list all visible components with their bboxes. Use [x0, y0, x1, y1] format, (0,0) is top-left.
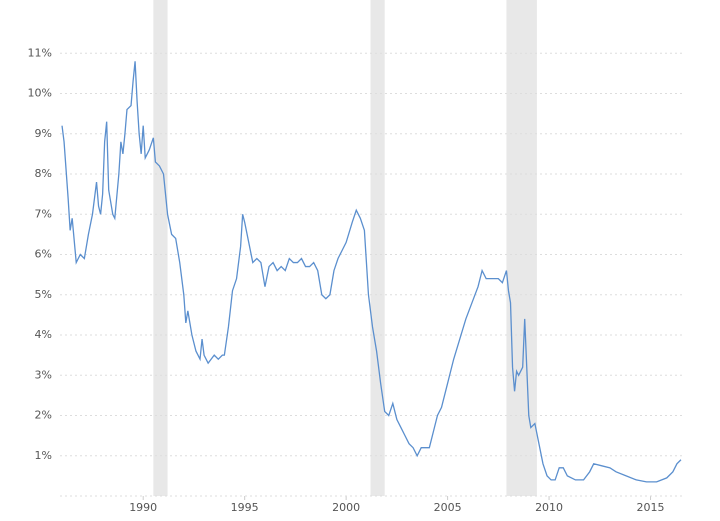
y-tick-label: 7% [35, 207, 52, 220]
x-tick-label: 2015 [637, 501, 665, 514]
x-tick-label: 1995 [231, 501, 259, 514]
y-tick-label: 9% [35, 127, 52, 140]
y-tick-label: 1% [35, 449, 52, 462]
y-tick-label: 6% [35, 248, 52, 261]
x-tick-label: 2005 [434, 501, 462, 514]
y-tick-label: 5% [35, 288, 52, 301]
x-tick-label: 1990 [129, 501, 157, 514]
y-tick-label: 4% [35, 328, 52, 341]
recession-band [370, 0, 385, 496]
y-tick-label: 8% [35, 167, 52, 180]
recession-band [506, 0, 537, 496]
x-tick-label: 2010 [535, 501, 563, 514]
y-tick-label: 10% [28, 87, 52, 100]
rate-line [61, 61, 682, 483]
recession-band [153, 0, 168, 496]
y-tick-label: 11% [28, 46, 52, 59]
x-tick-label: 2000 [332, 501, 360, 514]
y-tick-label: 3% [35, 368, 52, 381]
y-tick-label: 2% [35, 409, 52, 422]
